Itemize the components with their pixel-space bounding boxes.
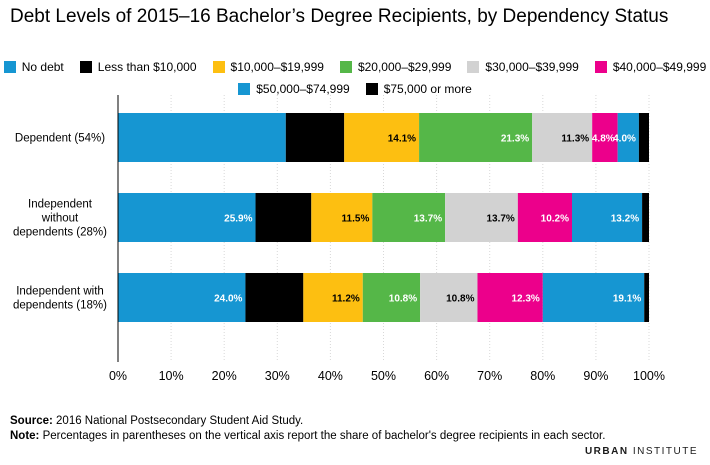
bar-data-label: 14.1% (388, 134, 416, 145)
note-text: Percentages in parentheses on the vertic… (39, 430, 606, 442)
legend-label: $50,000–$74,999 (256, 82, 350, 96)
bar-data-label: 11.2% (332, 294, 360, 305)
legend-swatch (212, 61, 225, 73)
bar-data-label: 19.1% (613, 294, 641, 305)
legend-label: $75,000 or more (383, 82, 472, 96)
bar-data-label: 13.7% (414, 214, 442, 225)
bar-data-label: 10.8% (389, 294, 417, 305)
bar-segment (303, 273, 363, 322)
bar-segment (420, 273, 478, 322)
bar-segment (362, 273, 421, 322)
bar-data-label: 10.2% (541, 214, 569, 225)
source-text: 2016 National Postsecondary Student Aid … (52, 415, 304, 427)
x-tick-label: 40% (318, 369, 343, 383)
bar-segment (118, 113, 286, 162)
x-axis-labels: 0% 10% 20% 30% 40% 50% 60% 70% 80% 90% 100% (109, 369, 665, 383)
bar-segment (311, 193, 373, 242)
legend-row-1: No debt Less than $10,000 $10,000–$19,999 $… (0, 58, 710, 76)
bars: 14.1% 21.3% 11.3% 4.8%4.0% 25.9% 11.5% 13.7% 13… (118, 113, 649, 322)
x-tick-label: 50% (371, 369, 396, 383)
legend-label: $10,000–$19,999 (230, 60, 324, 74)
legend-row-2: $50,000–$74,999 $75,000 or more (0, 80, 710, 98)
bar-data-label: 13.7% (486, 214, 514, 225)
legend-item: $10,000–$19,999 (212, 60, 324, 74)
legend-swatch (79, 61, 92, 73)
bar-segment (285, 113, 345, 162)
chart-title: Debt Levels of 2015–16 Bachelor’s Degree… (10, 6, 669, 27)
legend-swatch (594, 61, 607, 73)
legend-label: $20,000–$29,999 (357, 60, 452, 74)
note-line: Note: Percentages in parentheses on the … (10, 429, 610, 444)
y-category-label: Independent without dependents (28%) (13, 199, 107, 239)
bar-data-label: 21.3% (501, 134, 529, 145)
bar-data-label: 11.3% (561, 134, 589, 145)
legend-item: $50,000–$74,999 (238, 82, 350, 96)
brand-part1: URBAN (584, 446, 629, 457)
legend-swatch (365, 83, 378, 95)
footer: Source: 2016 National Postsecondary Stud… (10, 414, 610, 444)
x-tick-label: 10% (159, 369, 184, 383)
x-tick-label: 20% (212, 369, 237, 383)
x-tick-label: 70% (477, 369, 502, 383)
bar-segment (477, 273, 543, 322)
bar-data-label: 4.0% (613, 134, 636, 145)
bar-segment (572, 193, 643, 242)
brand-part2: INSTITUTE (628, 446, 698, 457)
bar-segment (542, 273, 645, 322)
bar-segment (344, 113, 420, 162)
bar-data-label: 13.2% (611, 214, 639, 225)
y-axis-labels: Dependent (54%) Independent without depende… (13, 133, 107, 312)
legend-item: $20,000–$29,999 (339, 60, 452, 74)
legend-item: $75,000 or more (365, 82, 472, 96)
bar-segment (245, 273, 304, 322)
brand-logo: URBAN INSTITUTE (585, 446, 698, 457)
stacked-bar-chart: 14.1% 21.3% 11.3% 4.8%4.0% 25.9% 11.5% 13.7% 13… (13, 95, 665, 383)
legend-label: $30,000–$39,999 (485, 60, 579, 74)
bar-segment (638, 113, 649, 162)
legend-label: $40,000–$49,999 (612, 60, 707, 74)
bar-segment (532, 113, 593, 162)
source-line: Source: 2016 National Postsecondary Stud… (10, 414, 610, 429)
legend-item: No debt (3, 60, 64, 74)
bar-data-label: 24.0% (214, 294, 242, 305)
bar-segment (419, 113, 533, 162)
y-category-label: Independent with dependents (18%) (13, 286, 107, 312)
legend-swatch (339, 61, 352, 73)
bar-segment (445, 193, 518, 242)
bar-segment (617, 113, 639, 162)
x-tick-label: 80% (530, 369, 555, 383)
note-label: Note: (10, 430, 40, 442)
legend-swatch (238, 83, 251, 95)
source-label: Source: (10, 415, 53, 427)
x-tick-label: 100% (633, 369, 665, 383)
bar-data-label: 25.9% (224, 214, 252, 225)
legend-item: $30,000–$39,999 (467, 60, 579, 74)
legend: No debt Less than $10,000 $10,000–$19,999 $… (0, 58, 710, 102)
bar-segment (644, 273, 649, 322)
bar-segment (642, 193, 649, 242)
bar-data-label: 11.5% (342, 214, 370, 225)
bar-segment (255, 193, 312, 242)
legend-item: $40,000–$49,999 (594, 60, 707, 74)
bar-segment (592, 113, 618, 162)
legend-label: Less than $10,000 (97, 60, 197, 74)
y-category-label: Dependent (54%) (15, 133, 105, 145)
x-tick-label: 0% (109, 369, 127, 383)
bar-segment (372, 193, 446, 242)
bar-segment (118, 193, 256, 242)
bar-segment (118, 273, 246, 322)
bar-data-label: 12.3% (511, 294, 539, 305)
bar-data-label: 4.8% (592, 134, 615, 145)
legend-swatch (3, 61, 16, 73)
legend-item: Less than $10,000 (79, 60, 197, 74)
x-tick-label: 90% (583, 369, 608, 383)
bar-segment (517, 193, 573, 242)
bar-data-label: 10.8% (446, 294, 474, 305)
legend-label: No debt (21, 60, 64, 74)
legend-swatch (467, 61, 480, 73)
x-tick-label: 30% (265, 369, 290, 383)
x-tick-label: 60% (424, 369, 449, 383)
